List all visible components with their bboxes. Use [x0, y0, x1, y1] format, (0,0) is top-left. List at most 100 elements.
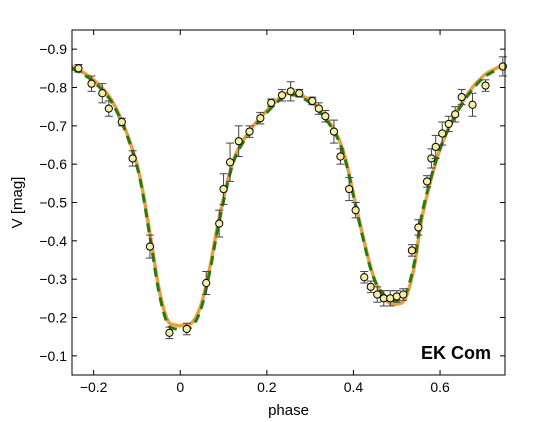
observation-marker [373, 290, 382, 299]
observation-point [128, 150, 137, 167]
observation-marker [329, 127, 339, 136]
model-fit-1-line [71, 62, 506, 328]
observation-marker [399, 290, 408, 299]
observation-point [407, 244, 417, 257]
x-tick-label: 0 [176, 379, 184, 395]
observation-point [87, 75, 96, 92]
model-fits [71, 62, 506, 332]
observation-point [351, 202, 360, 219]
observation-marker [117, 117, 126, 127]
observation-marker [145, 242, 155, 251]
observation-marker [438, 129, 447, 138]
observation-point [117, 117, 126, 127]
observation-marker [182, 324, 191, 334]
observation-point [104, 100, 113, 117]
observation-marker [451, 110, 460, 119]
y-tick-label: −0.6 [39, 156, 67, 172]
observation-point [457, 88, 466, 106]
observation-point [373, 286, 382, 303]
x-axis-ticks: −0.2 0 0.2 0.4 0.6 [80, 30, 450, 395]
observation-marker [256, 114, 265, 123]
y-axis-ticks: −0.9 −0.8 −0.7 −0.6 −0.5 −0.4 −0.3 −0.2 −0.1 [39, 41, 505, 364]
observation-point [98, 83, 107, 104]
observation-point [286, 81, 295, 102]
observation-marker [165, 328, 174, 337]
observation-marker [314, 104, 323, 113]
x-tick-label: −0.2 [80, 379, 108, 395]
observation-marker [277, 91, 287, 100]
observation-point [295, 88, 304, 98]
y-tick-label: −0.1 [39, 348, 67, 364]
y-tick-label: −0.3 [39, 271, 67, 287]
observation-marker [104, 104, 113, 113]
observation-marker [351, 206, 360, 215]
observation-marker [481, 81, 490, 90]
observation-point [438, 121, 447, 146]
observation-marker [295, 89, 304, 98]
observation-point [329, 119, 339, 144]
y-tick-label: −0.4 [39, 233, 67, 249]
observation-point [225, 142, 235, 182]
observation-point [308, 96, 317, 106]
observation-marker [202, 278, 211, 288]
observation-marker [87, 79, 96, 88]
observation-point [256, 111, 265, 125]
observation-marker [308, 96, 317, 106]
observation-point [202, 271, 211, 295]
y-tick-label: −0.2 [39, 310, 67, 326]
observation-marker [267, 98, 276, 107]
observation-marker [128, 154, 137, 163]
observation-point [219, 173, 228, 205]
observation-marker [414, 223, 423, 232]
model-fit-2-line [71, 65, 506, 332]
observation-point [481, 79, 490, 92]
x-tick-label: 0.2 [257, 379, 277, 395]
observation-point [431, 134, 440, 159]
observation-marker [336, 152, 345, 161]
observation-marker [431, 142, 440, 152]
observation-point [277, 88, 287, 102]
observation-marker [219, 184, 228, 194]
observation-point [182, 322, 191, 336]
observation-marker [345, 184, 354, 194]
observation-point [444, 115, 453, 133]
y-tick-label: −0.8 [39, 80, 67, 96]
observation-marker [234, 137, 243, 146]
observation-marker [444, 119, 453, 129]
observation-point [386, 290, 395, 307]
x-axis-label: phase [268, 402, 309, 419]
observation-point [366, 280, 375, 294]
observation-point [234, 125, 243, 157]
observation-point [336, 148, 345, 165]
x-tick-label: 0.6 [430, 379, 450, 395]
y-tick-label: −0.5 [39, 195, 67, 211]
observation-point [314, 102, 323, 115]
observation-marker [407, 246, 417, 255]
observation-marker [360, 273, 369, 282]
star-name-annotation: EK Com [421, 343, 491, 363]
observation-point [267, 98, 276, 108]
observation-marker [457, 92, 466, 102]
y-tick-label: −0.7 [39, 118, 67, 134]
observation-marker [215, 219, 224, 228]
y-axis-label: V [mag] [9, 177, 26, 229]
observation-point [145, 234, 155, 259]
observation-points [74, 56, 507, 340]
observation-point [451, 106, 460, 123]
observation-point [215, 209, 224, 238]
observation-marker [98, 89, 107, 98]
observation-marker [225, 158, 235, 167]
y-tick-label: −0.9 [39, 41, 67, 57]
observation-marker [468, 100, 477, 109]
observation-point [399, 288, 408, 301]
observation-marker [74, 64, 83, 73]
x-tick-label: 0.4 [344, 379, 364, 395]
observation-point [165, 326, 174, 340]
observation-point [414, 219, 423, 236]
observation-marker [422, 177, 432, 186]
observation-marker [321, 112, 330, 121]
observation-point [345, 177, 354, 202]
observation-point [498, 56, 507, 77]
observation-point [321, 110, 330, 123]
